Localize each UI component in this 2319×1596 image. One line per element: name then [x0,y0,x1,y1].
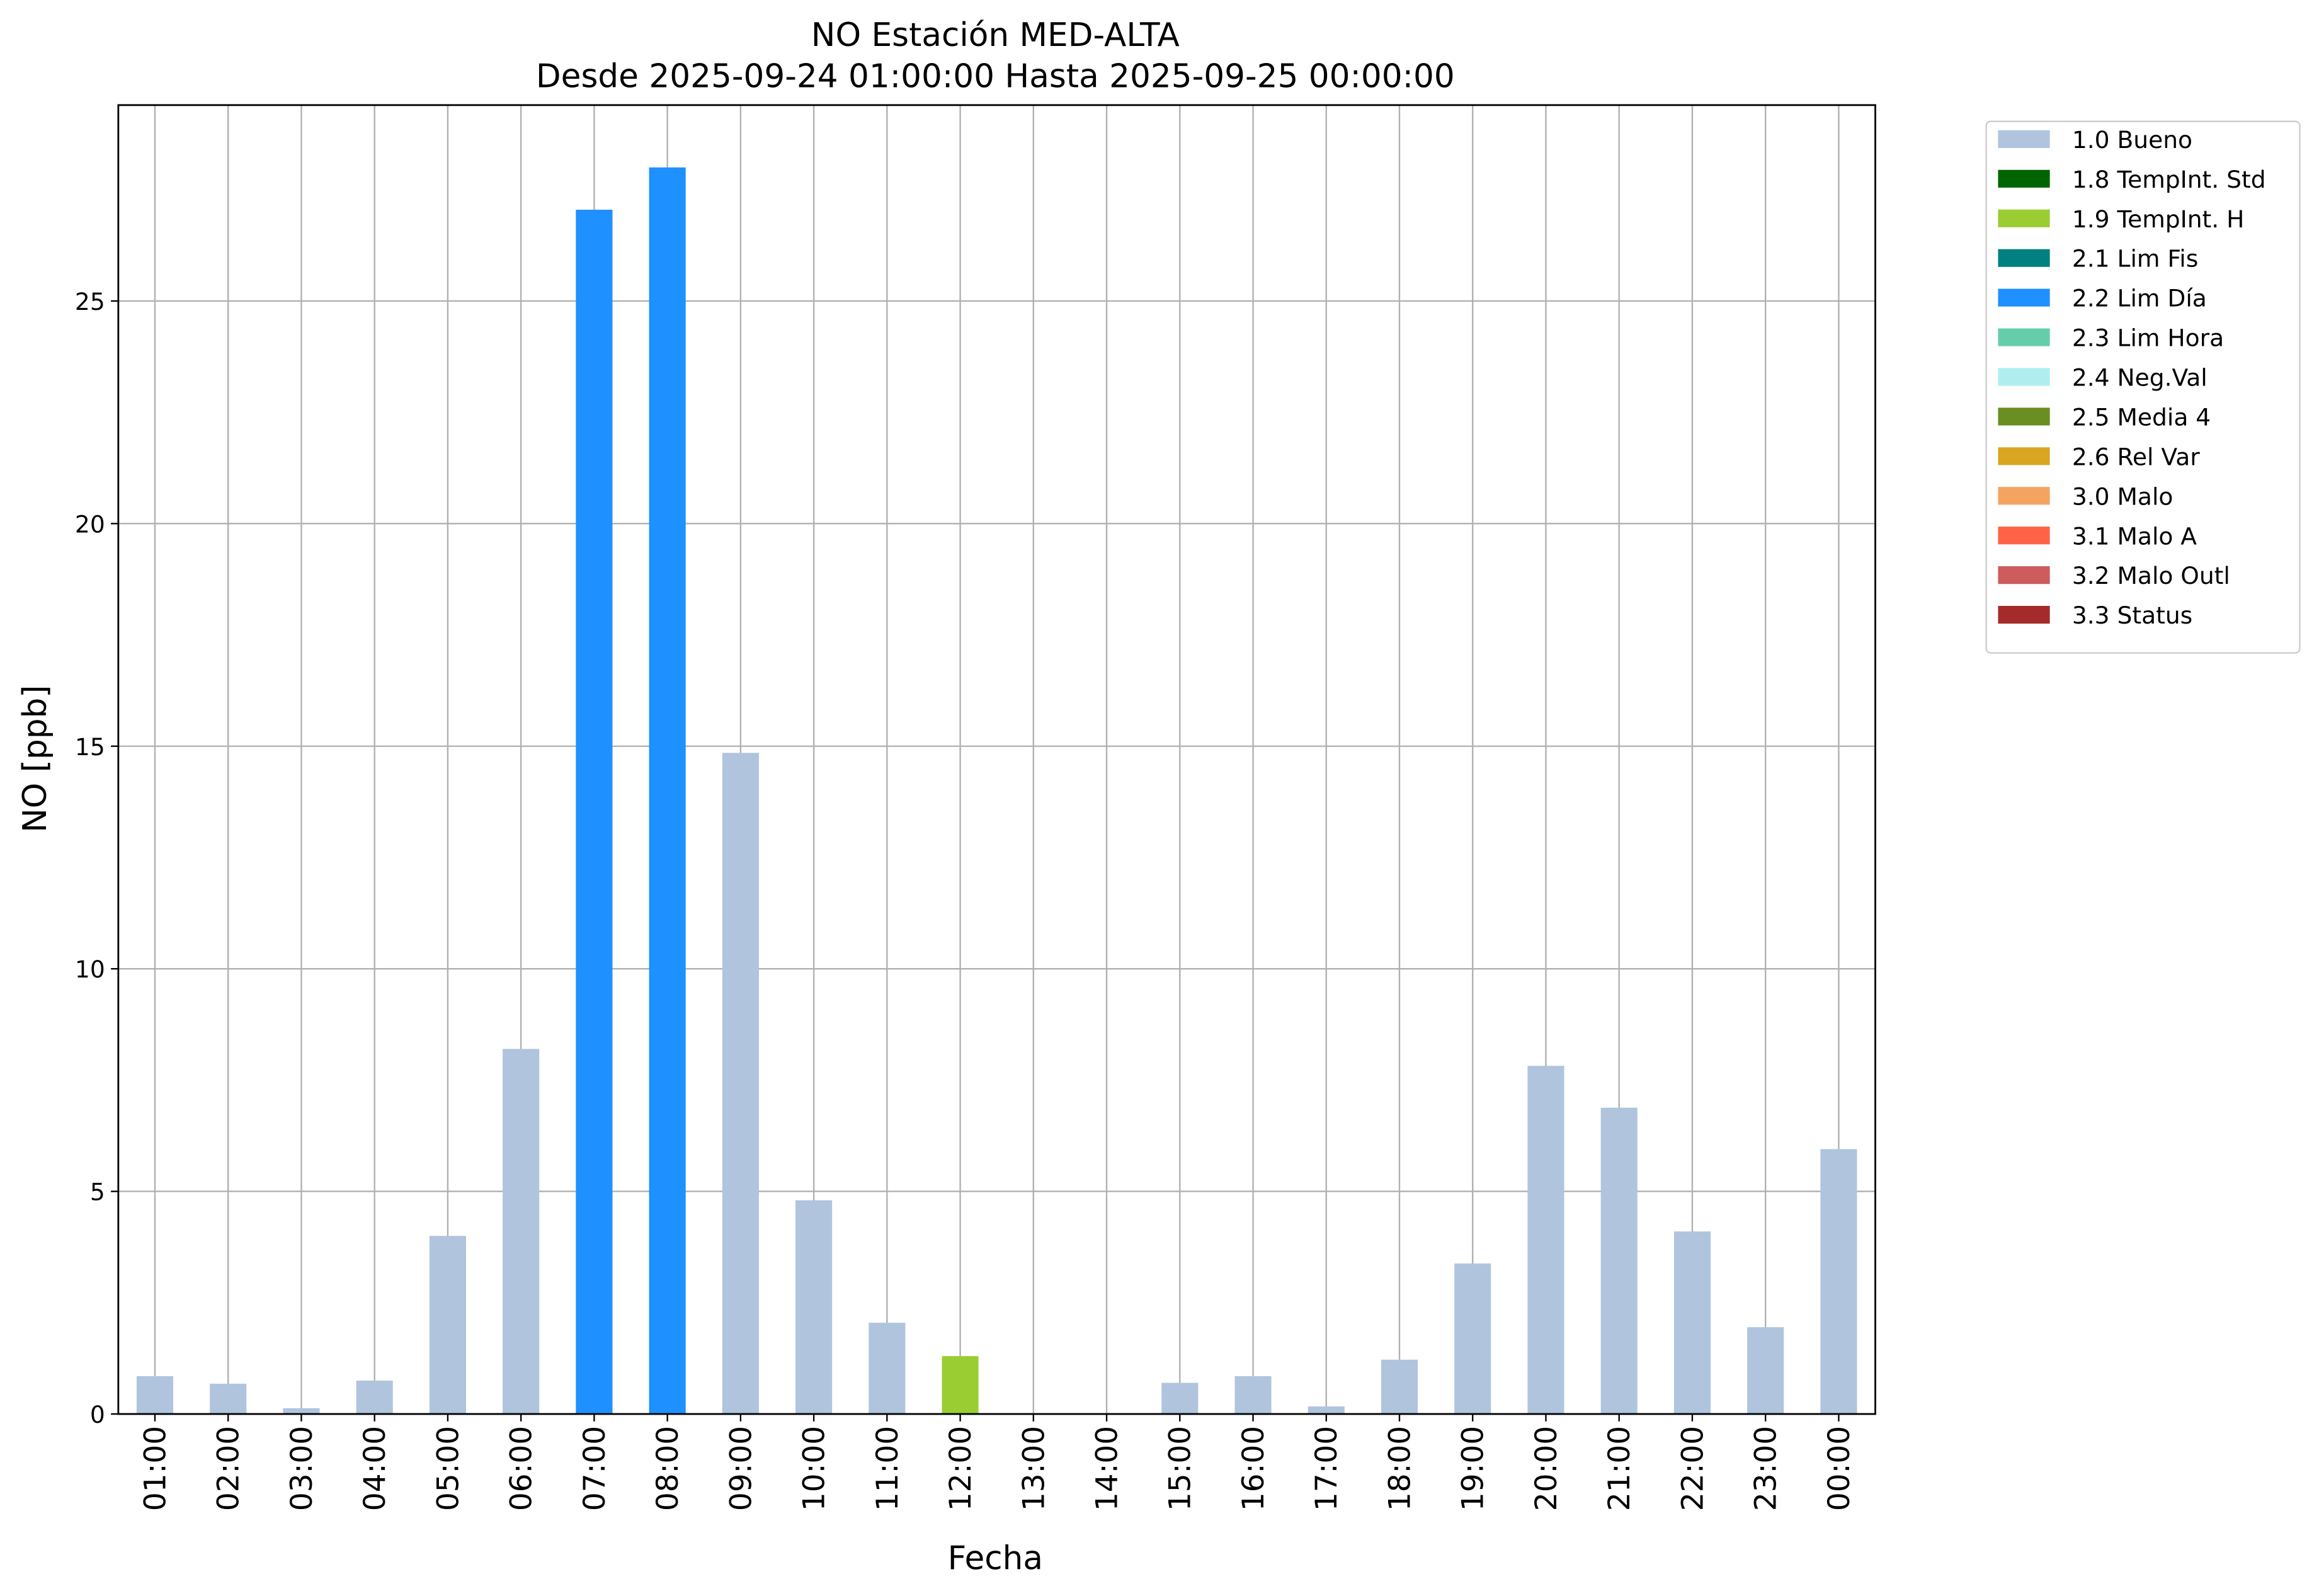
legend-swatch [1998,566,2050,584]
bar [1600,1107,1638,1415]
legend-label: 2.5 Media 4 [2072,403,2211,431]
y-tick-label: 15 [75,733,105,761]
legend-swatch [1998,408,2050,426]
bar [1161,1382,1199,1415]
y-axis-label: NO [ppb] [16,685,54,833]
x-tick-label: 22:00 [1675,1426,1710,1511]
legend-label: 2.2 Lim Día [2072,285,2207,312]
chart-subtitle: Desde 2025-09-24 01:00:00 Hasta 2025-09-… [536,58,1455,96]
x-tick-label: 04:00 [358,1426,392,1511]
legend-swatch [1998,130,2050,148]
x-tick-label: 13:00 [1017,1426,1051,1511]
y-tick-label: 0 [90,1401,105,1428]
x-tick-label: 09:00 [724,1426,758,1511]
legend-swatch [1998,328,2050,346]
bar [356,1381,393,1415]
bar [429,1236,466,1415]
x-tick-label: 10:00 [797,1426,832,1511]
bar [1747,1327,1784,1415]
legend-swatch [1998,487,2050,505]
bar [649,167,686,1415]
x-axis-label: Fecha [948,1540,1043,1578]
legend-swatch [1998,368,2050,386]
bar [1820,1149,1857,1415]
bar [1234,1376,1272,1415]
bar [210,1383,247,1415]
bar [1454,1263,1491,1415]
plot-frame [117,104,1876,1415]
legend-label: 1.9 TempInt. H [2072,205,2245,233]
legend-label: 1.8 TempInt. Std [2072,166,2266,193]
legend-swatch [1998,447,2050,465]
x-tick-label: 05:00 [431,1426,465,1511]
legend-swatch [1998,209,2050,227]
legend-swatch [1998,249,2050,267]
bar [136,1376,174,1415]
x-tick-label: 12:00 [943,1426,978,1511]
x-tick-label: 23:00 [1749,1426,1784,1511]
y-tick-label: 20 [75,510,105,538]
bar [722,753,759,1415]
bar [795,1200,833,1415]
x-tick-label: 01:00 [138,1426,173,1511]
x-tick-label: 02:00 [212,1426,246,1511]
y-tick-label: 5 [90,1178,105,1206]
bar [283,1408,320,1415]
legend-label: 2.4 Neg.Val [2072,364,2208,392]
x-tick-label: 03:00 [285,1426,319,1511]
x-tick-label: 16:00 [1236,1426,1271,1511]
legend-swatch [1998,605,2050,624]
y-tick-label: 10 [75,955,105,983]
x-tick-label: 08:00 [651,1426,685,1511]
legend-label: 2.1 Lim Fis [2072,245,2198,273]
x-tick-label: 17:00 [1309,1426,1344,1511]
x-tick-label: 00:00 [1822,1426,1857,1511]
legend-swatch [1998,169,2050,188]
bar [576,209,613,1415]
bar [503,1049,540,1415]
legend-label: 3.0 Malo [2072,482,2174,510]
x-tick-label: 14:00 [1090,1426,1124,1511]
legend-label: 1.0 Bueno [2072,126,2192,154]
bar [1381,1359,1418,1415]
legend-label: 3.3 Status [2072,601,2192,629]
bar [869,1323,906,1415]
bar [1527,1066,1564,1415]
legend-label: 2.6 Rel Var [2072,443,2200,470]
x-tick-label: 07:00 [578,1426,612,1511]
legend-box [1985,120,2301,654]
x-tick-label: 15:00 [1163,1426,1198,1511]
legend-swatch [1998,527,2050,545]
x-tick-label: 06:00 [504,1426,539,1511]
legend-label: 2.3 Lim Hora [2072,324,2224,352]
x-tick-label: 11:00 [870,1426,905,1511]
x-tick-label: 18:00 [1382,1426,1417,1511]
x-tick-label: 21:00 [1602,1426,1637,1511]
legend-label: 3.2 Malo Outl [2072,562,2230,590]
x-tick-label: 19:00 [1456,1426,1491,1511]
chart-title: NO Estación MED-ALTA [811,16,1180,54]
y-tick-label: 25 [75,288,105,316]
bar [1308,1406,1345,1415]
bar [942,1356,979,1415]
legend-label: 3.1 Malo A [2072,522,2197,550]
x-tick-label: 20:00 [1529,1426,1564,1511]
bar [1673,1231,1711,1415]
legend-swatch [1998,288,2050,307]
